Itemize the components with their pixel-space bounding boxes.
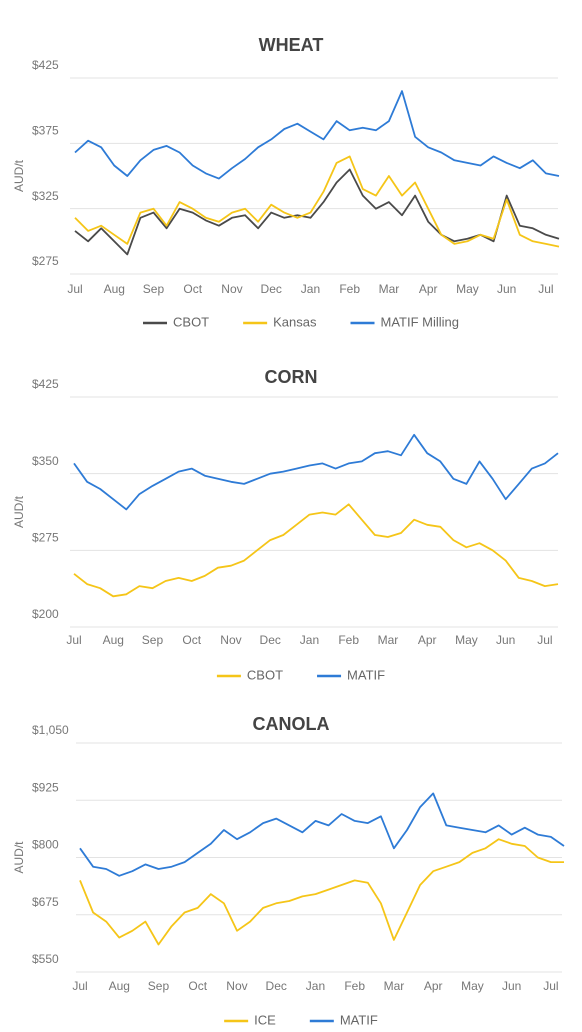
chart-title: WHEAT — [259, 35, 324, 55]
y-tick-label: $275 — [32, 531, 59, 545]
x-tick-label: Sep — [143, 282, 165, 296]
x-tick-label: Jun — [502, 979, 521, 993]
x-tick-label: Jul — [538, 282, 553, 296]
legend-label: MATIF Milling — [381, 314, 459, 329]
legend-label: CBOT — [247, 667, 283, 682]
x-tick-label: Aug — [104, 282, 125, 296]
legend-label: Kansas — [273, 314, 317, 329]
x-tick-label: Apr — [418, 633, 437, 647]
x-tick-label: Aug — [103, 633, 124, 647]
x-tick-label: Apr — [419, 282, 438, 296]
x-tick-label: Mar — [384, 979, 405, 993]
series-line — [79, 838, 564, 946]
x-tick-label: Jun — [497, 282, 516, 296]
x-tick-label: Jan — [300, 633, 319, 647]
y-tick-label: $925 — [32, 780, 59, 794]
x-tick-label: Oct — [182, 633, 201, 647]
x-tick-label: Jan — [306, 979, 325, 993]
x-tick-label: Apr — [424, 979, 443, 993]
series-line — [74, 168, 560, 256]
x-tick-label: Oct — [183, 282, 202, 296]
x-tick-label: Mar — [378, 633, 399, 647]
y-axis-label: AUD/t — [12, 159, 26, 192]
series-line — [74, 155, 560, 248]
legend: CBOT Kansas MATIF Milling — [143, 314, 459, 329]
y-axis-label: AUD/t — [12, 841, 26, 874]
x-tick-label: Jul — [66, 633, 81, 647]
y-tick-label: $675 — [32, 895, 59, 909]
y-tick-label: $350 — [32, 454, 59, 468]
y-tick-label: $375 — [32, 124, 59, 138]
legend-label: CBOT — [173, 314, 209, 329]
x-tick-label: May — [456, 282, 479, 296]
y-tick-label: $200 — [32, 607, 59, 621]
x-tick-label: Feb — [339, 282, 360, 296]
series-line — [73, 433, 559, 511]
y-tick-label: $275 — [32, 254, 59, 268]
y-tick-label: $425 — [32, 58, 59, 72]
x-tick-label: May — [461, 979, 484, 993]
x-tick-label: Nov — [226, 979, 247, 993]
chart-title: CANOLA — [253, 714, 330, 734]
x-tick-label: Feb — [344, 979, 365, 993]
y-axis-label: AUD/t — [12, 495, 26, 528]
y-tick-label: $550 — [32, 952, 59, 966]
x-tick-label: Dec — [266, 979, 287, 993]
x-tick-label: Jul — [543, 979, 558, 993]
legend: ICE MATIF — [224, 1012, 378, 1027]
series-line — [73, 503, 559, 598]
x-tick-label: May — [455, 633, 478, 647]
x-tick-label: Sep — [148, 979, 170, 993]
legend-label: MATIF — [347, 667, 385, 682]
series-line — [74, 90, 560, 180]
x-tick-label: Jun — [496, 633, 515, 647]
x-tick-label: Aug — [109, 979, 130, 993]
x-tick-label: Jan — [301, 282, 320, 296]
y-tick-label: $800 — [32, 838, 59, 852]
series-line — [79, 792, 565, 877]
y-tick-label: $1,050 — [32, 723, 69, 737]
y-tick-label: $325 — [32, 189, 59, 203]
legend-label: ICE — [254, 1012, 276, 1027]
x-tick-label: Jul — [72, 979, 87, 993]
x-tick-label: Dec — [260, 633, 281, 647]
legend: CBOT MATIF — [216, 667, 385, 682]
x-tick-label: Feb — [338, 633, 359, 647]
legend-label: MATIF — [340, 1012, 378, 1027]
x-tick-label: Jul — [67, 282, 82, 296]
x-tick-label: Nov — [221, 282, 242, 296]
x-tick-label: Oct — [188, 979, 207, 993]
chart-title: CORN — [265, 367, 318, 387]
x-tick-label: Jul — [537, 633, 552, 647]
x-tick-label: Mar — [379, 282, 400, 296]
x-tick-label: Nov — [220, 633, 241, 647]
x-tick-label: Dec — [261, 282, 282, 296]
y-tick-label: $425 — [32, 377, 59, 391]
x-tick-label: Sep — [142, 633, 164, 647]
